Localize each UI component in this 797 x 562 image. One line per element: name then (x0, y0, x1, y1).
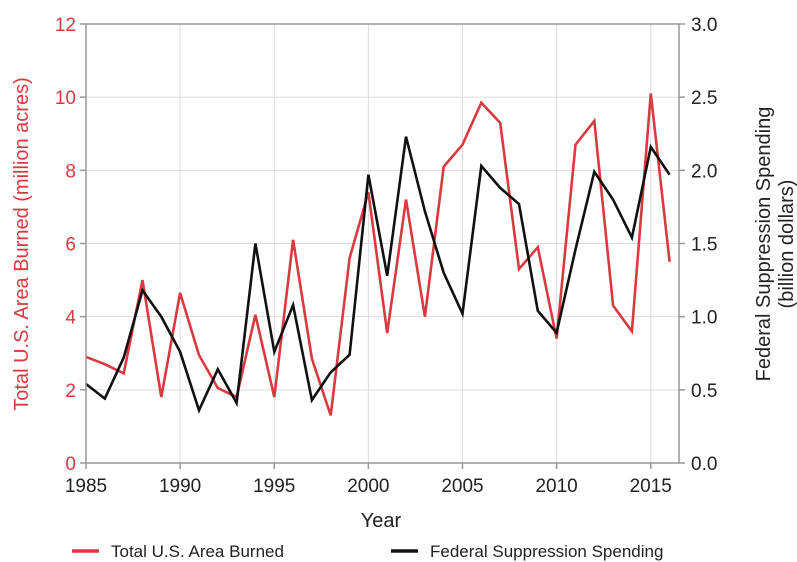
x-tick-label: 1990 (159, 476, 201, 497)
x-tick-label: 2015 (630, 476, 672, 497)
y-tick-label: 2 (65, 381, 76, 402)
right-axis-subtitle: (billion dollars) (776, 180, 797, 309)
y2-tick-label: 1.5 (691, 235, 717, 256)
y2-tick-label: 2.5 (691, 88, 717, 109)
series-line-area-burned (85, 93, 671, 416)
legend-label-suppression-spending: Federal Suppression Spending (430, 542, 663, 561)
y2-tick-label: 0.5 (691, 381, 717, 402)
legend-label-area-burned: Total U.S. Area Burned (111, 542, 284, 561)
tick-labels: 1985 1990 1995 2000 2005 2010 2015 0 2 4 6 8 10 12 0.0… (55, 15, 718, 497)
y2-tick-label: 1.0 (691, 308, 717, 329)
x-tick-label: 2000 (347, 476, 389, 497)
x-tick-label: 1985 (65, 476, 107, 497)
x-tick-label: 1995 (253, 476, 295, 497)
x-tick-label: 2005 (441, 476, 483, 497)
x-tick-label: 2010 (535, 476, 577, 497)
y2-tick-label: 2.0 (691, 161, 717, 182)
series-lines (85, 93, 671, 416)
y-tick-label: 10 (55, 88, 76, 109)
y-tick-label: 8 (65, 161, 76, 182)
y-tick-label: 4 (65, 308, 76, 329)
y-tick-label: 6 (65, 235, 76, 256)
y-tick-label: 12 (55, 15, 76, 36)
y2-tick-label: 0.0 (691, 454, 717, 475)
y-tick-label: 0 (65, 454, 76, 475)
right-axis-title: Federal Suppression Spending (753, 107, 775, 382)
left-axis-title: Total U.S. Area Burned (million acres) (11, 77, 33, 410)
legend: Total U.S. Area Burned Federal Suppressi… (72, 542, 663, 561)
grid (85, 23, 679, 464)
x-axis-title: Year (361, 510, 402, 532)
series-line-suppression-spending (85, 136, 671, 414)
y2-tick-label: 3.0 (691, 15, 717, 36)
